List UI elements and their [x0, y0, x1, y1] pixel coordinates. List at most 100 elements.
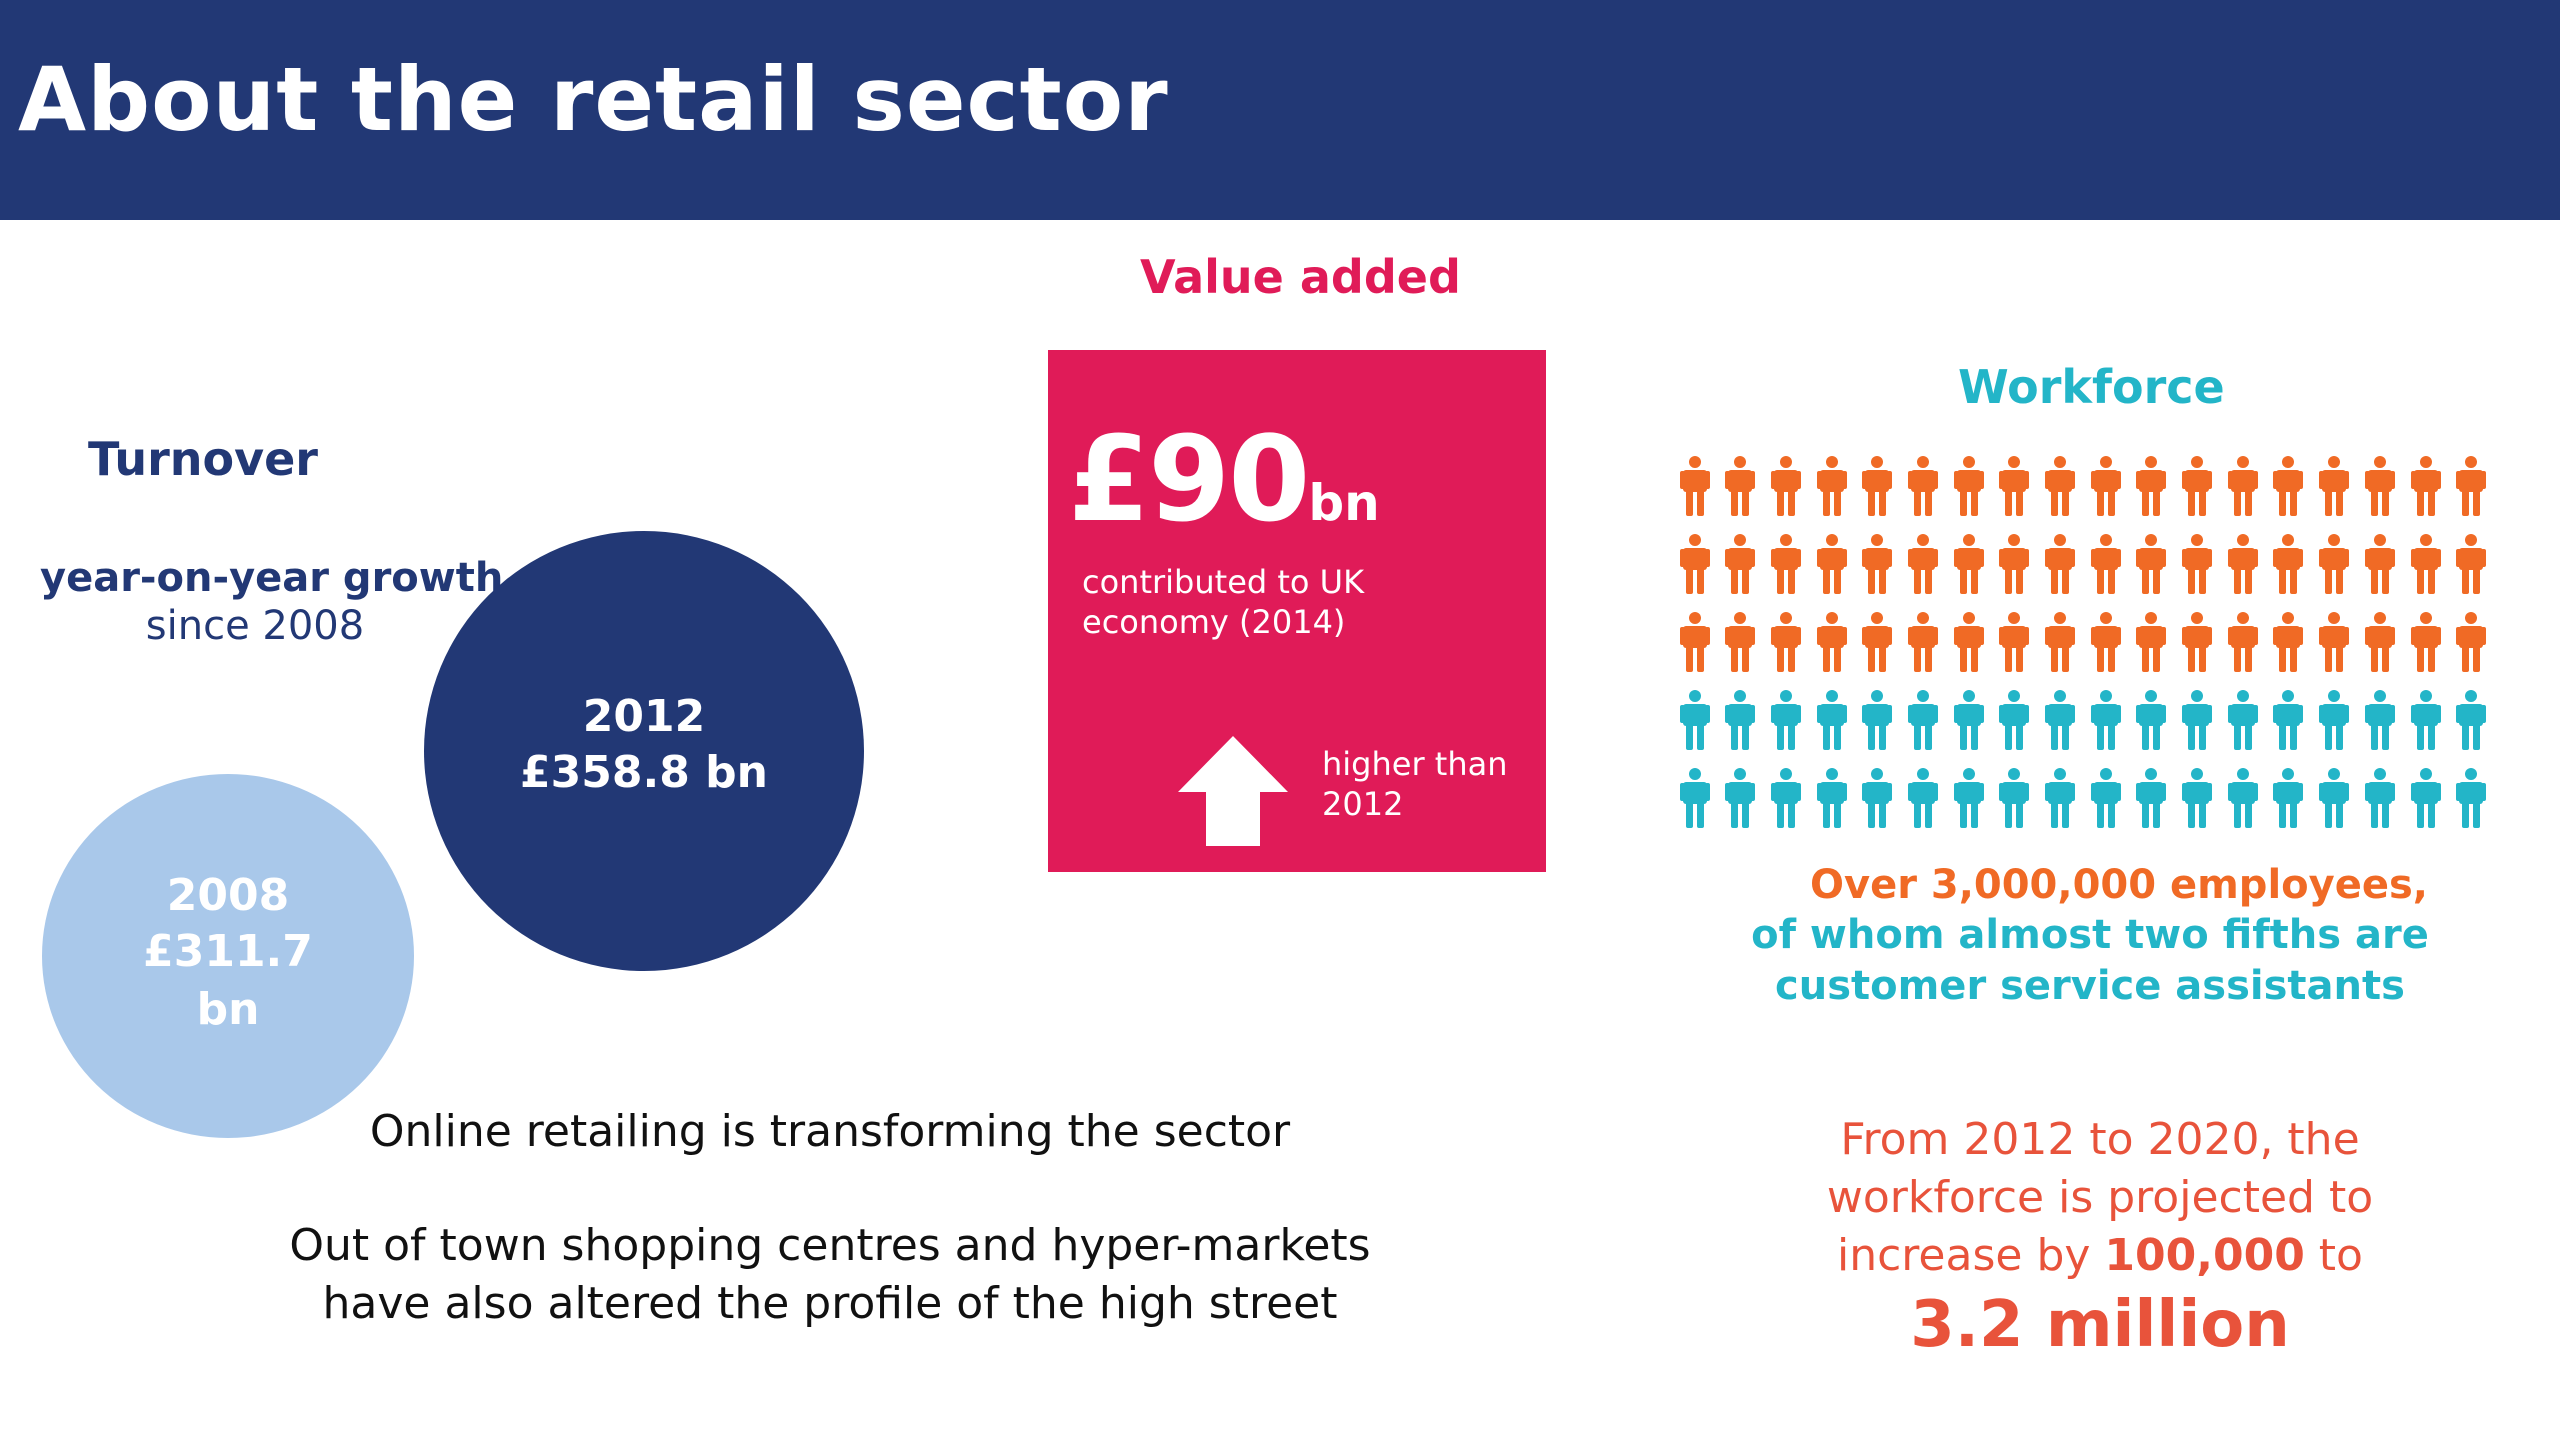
person-icon	[2357, 612, 2402, 674]
projection-increase-amount: 100,000	[2104, 1230, 2305, 1281]
person-icon	[1855, 690, 1900, 752]
person-icon	[1900, 456, 1945, 518]
person-icon	[2129, 768, 2174, 830]
person-icon	[2449, 456, 2494, 518]
person-icon	[2403, 690, 2448, 752]
person-icon	[1900, 534, 1945, 596]
person-icon	[1763, 690, 1808, 752]
person-icon	[1992, 768, 2037, 830]
person-icon	[1992, 612, 2037, 674]
out-of-town-note-line1: Out of town shopping centres and hyper-m…	[289, 1220, 1371, 1271]
person-icon	[2449, 690, 2494, 752]
person-icon	[2129, 456, 2174, 518]
growth-since: since 2008	[145, 603, 365, 649]
higher-than-line1: higher than	[1322, 745, 1508, 783]
person-icon	[2403, 768, 2448, 830]
person-icon	[2038, 768, 2083, 830]
person-icon	[2129, 534, 2174, 596]
person-icon	[2449, 612, 2494, 674]
person-icon	[2175, 534, 2220, 596]
person-icon	[2266, 534, 2311, 596]
person-icon	[2038, 612, 2083, 674]
person-icon	[1763, 534, 1808, 596]
projection-line3: increase by 100,000 to	[1700, 1230, 2500, 1281]
person-icon	[1809, 768, 1854, 830]
person-icon	[2129, 690, 2174, 752]
person-icon	[2175, 690, 2220, 752]
person-icon	[2220, 534, 2265, 596]
workforce-heading: Workforce	[1958, 360, 2225, 414]
person-icon	[2266, 612, 2311, 674]
person-icon	[2266, 456, 2311, 518]
person-icon	[2038, 690, 2083, 752]
person-icon	[1718, 768, 1763, 830]
person-icon	[1809, 690, 1854, 752]
workforce-fifths-line: of whom almost two fifths are	[1751, 912, 2429, 958]
workforce-employees-line: Over 3,000,000 employees,	[1810, 862, 2428, 908]
person-icon	[1992, 690, 2037, 752]
person-icon	[1763, 768, 1808, 830]
projection-line3-suffix: to	[2304, 1230, 2363, 1281]
value-added-number: £90	[1068, 410, 1310, 548]
projection-line1: From 2012 to 2020, the	[1840, 1114, 2360, 1165]
person-icon	[1672, 456, 1717, 518]
person-icon	[2220, 612, 2265, 674]
person-icon	[2312, 690, 2357, 752]
person-icon	[1946, 534, 1991, 596]
person-icon	[1672, 612, 1717, 674]
person-icon	[1809, 456, 1854, 518]
person-icon	[2083, 612, 2128, 674]
person-icon	[2175, 768, 2220, 830]
person-icon	[1992, 456, 2037, 518]
higher-than-line2: 2012	[1322, 785, 1404, 823]
person-icon	[2129, 612, 2174, 674]
person-icon	[1763, 612, 1808, 674]
person-icon	[2038, 456, 2083, 518]
workforce-people-grid	[1672, 456, 2494, 846]
person-icon	[1900, 768, 1945, 830]
person-icon	[2175, 456, 2220, 518]
person-icon	[1855, 534, 1900, 596]
person-icon	[1900, 612, 1945, 674]
turnover-2012-value: £358.8 bn	[520, 747, 768, 798]
person-icon	[2403, 534, 2448, 596]
person-icon	[1672, 768, 1717, 830]
turnover-2012-circle: 2012 £358.8 bn	[424, 531, 864, 971]
higher-than-note: higher than 2012	[1322, 744, 1508, 824]
person-icon	[1763, 456, 1808, 518]
person-icon	[2403, 612, 2448, 674]
header-bar: About the retail sector	[0, 0, 2560, 220]
person-icon	[2175, 612, 2220, 674]
person-icon	[2312, 456, 2357, 518]
up-arrow-icon	[1178, 736, 1288, 850]
person-icon	[2220, 690, 2265, 752]
person-icon	[2403, 456, 2448, 518]
person-icon	[2266, 768, 2311, 830]
person-icon	[1946, 690, 1991, 752]
person-icon	[1718, 456, 1763, 518]
person-icon	[2266, 690, 2311, 752]
person-icon	[2312, 768, 2357, 830]
person-icon	[2312, 534, 2357, 596]
person-icon	[1718, 612, 1763, 674]
online-retail-note: Online retailing is transforming the sec…	[369, 1106, 1291, 1157]
person-icon	[2220, 456, 2265, 518]
person-icon	[2357, 534, 2402, 596]
workforce-assistants-line: customer service assistants	[1775, 963, 2405, 1009]
person-icon	[2083, 768, 2128, 830]
person-icon	[2312, 612, 2357, 674]
turnover-2008-unit: bn	[196, 984, 260, 1035]
person-icon	[2357, 768, 2402, 830]
out-of-town-note-line2: have also altered the profile of the hig…	[322, 1278, 1338, 1329]
person-icon	[1809, 612, 1854, 674]
turnover-heading: Turnover	[88, 432, 318, 486]
projection-total: 3.2 million	[1910, 1288, 2290, 1362]
person-icon	[1992, 534, 2037, 596]
person-icon	[2220, 768, 2265, 830]
person-icon	[2357, 456, 2402, 518]
person-icon	[1946, 456, 1991, 518]
growth-label: year-on-year growth	[40, 555, 504, 601]
person-icon	[2083, 456, 2128, 518]
person-icon	[2449, 768, 2494, 830]
value-added-heading: Value added	[1140, 250, 1461, 304]
